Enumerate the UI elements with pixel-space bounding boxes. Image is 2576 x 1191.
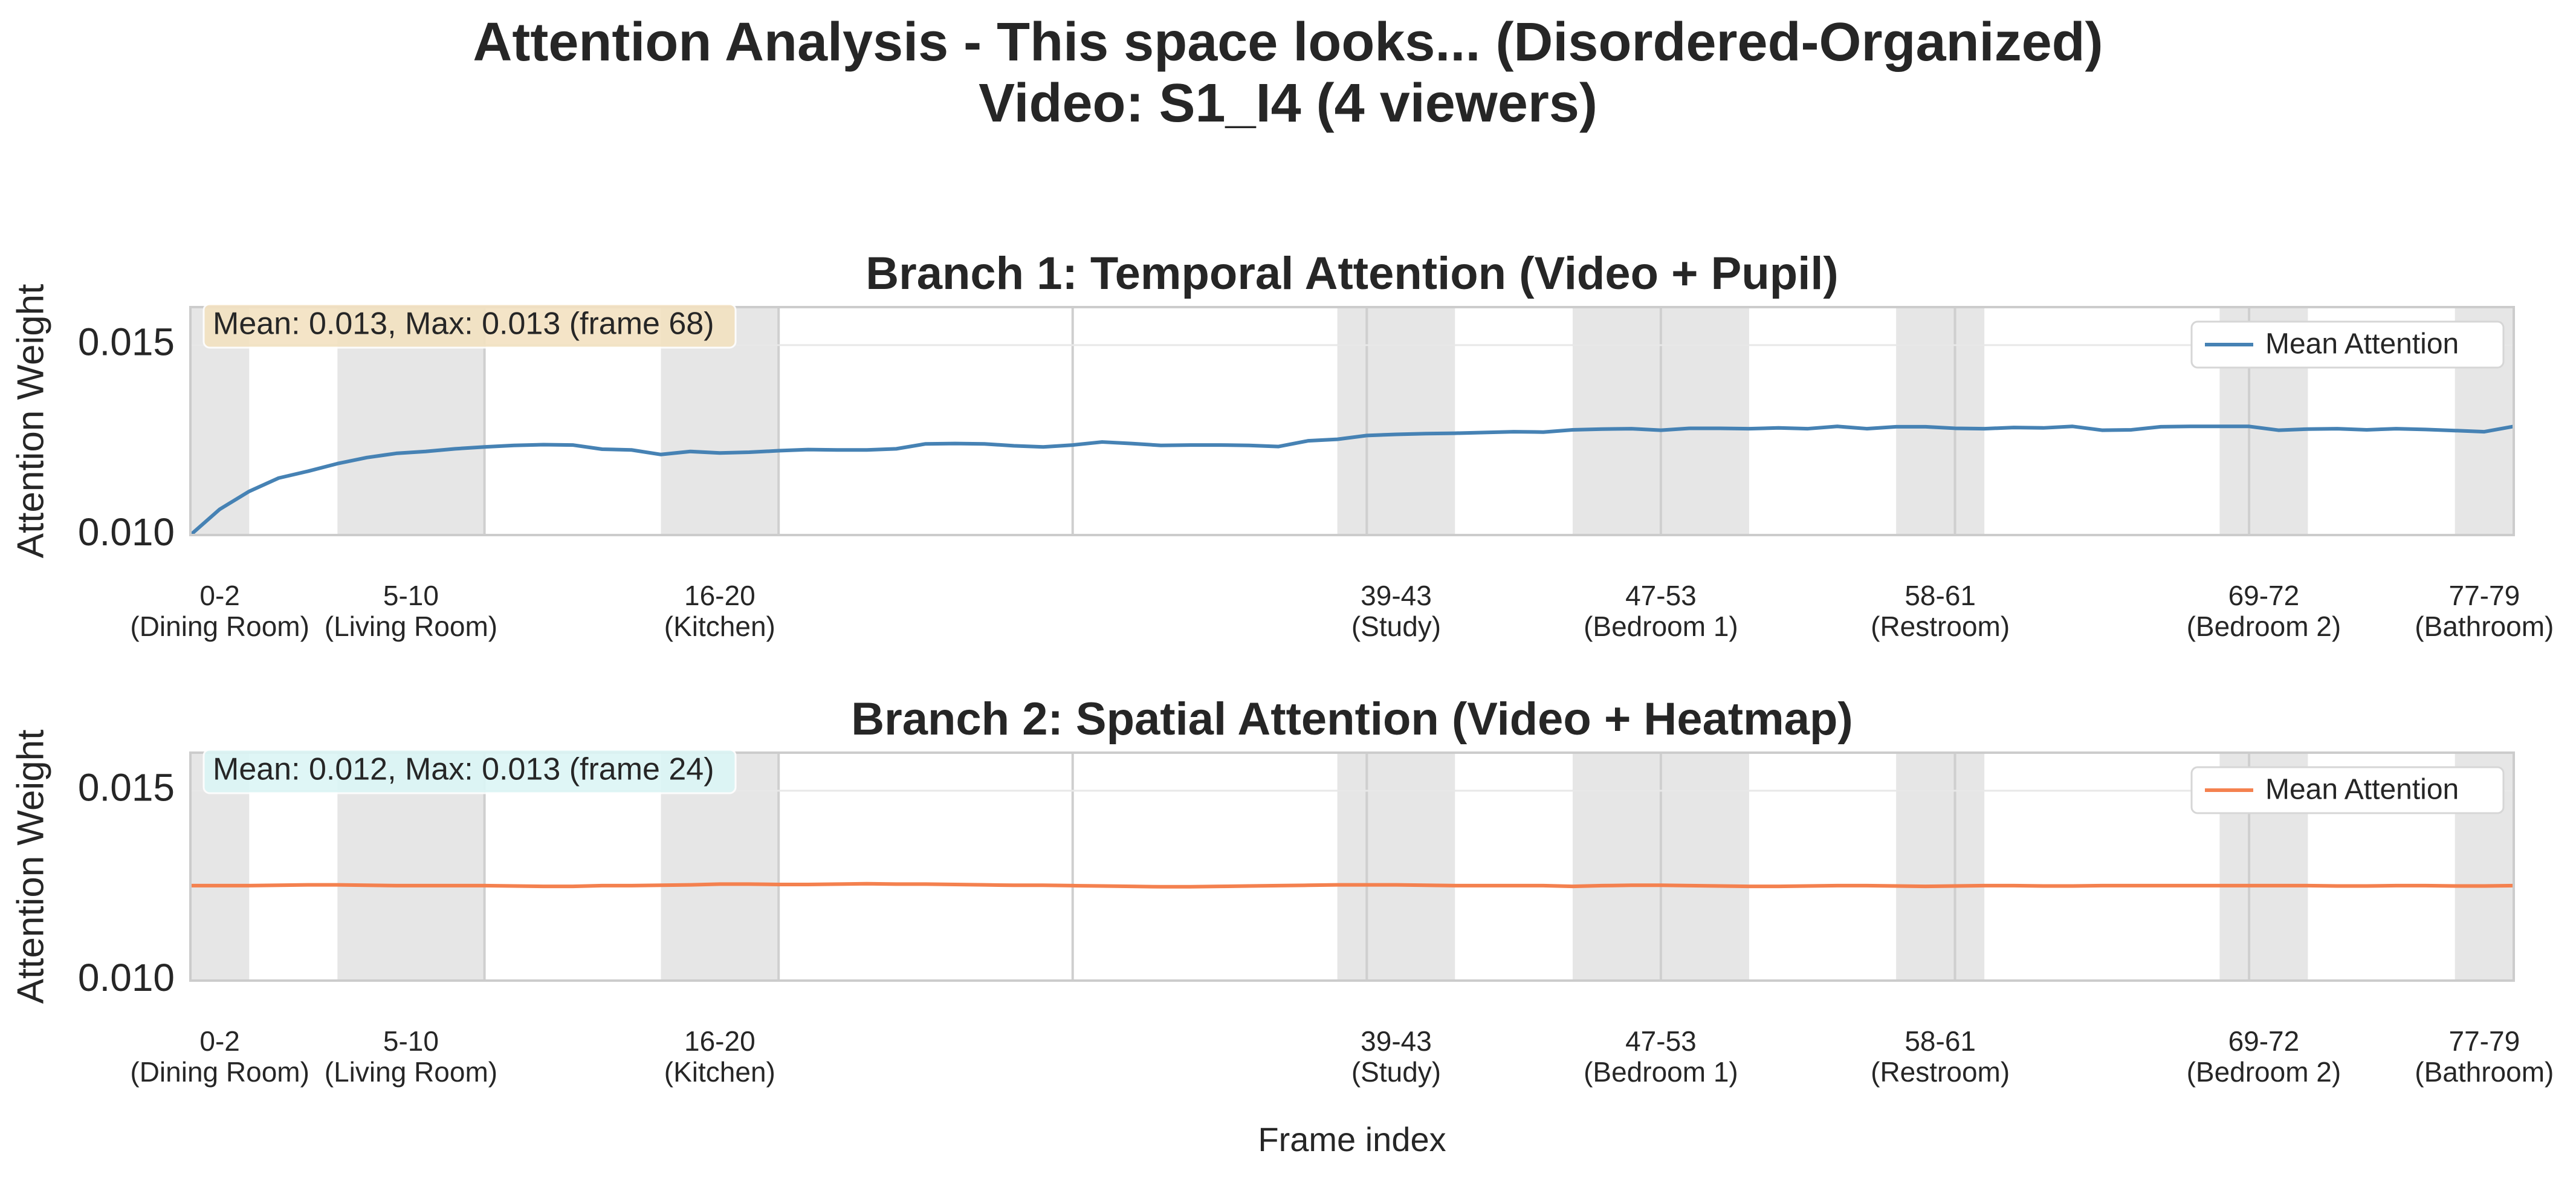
room-region bbox=[1896, 753, 1985, 981]
x-tick-label: 47-53 bbox=[1625, 1025, 1697, 1057]
y-tick-label: 0.010 bbox=[78, 956, 175, 999]
data-line bbox=[190, 881, 2514, 889]
x-tick-label: (Restroom) bbox=[1871, 611, 2010, 642]
x-tick-label: 5-10 bbox=[383, 1025, 439, 1057]
x-tick-label: (Restroom) bbox=[1871, 1056, 2010, 1088]
y-tick-label: 0.015 bbox=[78, 766, 175, 810]
x-tick-label: 77-79 bbox=[2449, 1025, 2520, 1057]
x-tick-label: 16-20 bbox=[684, 580, 756, 611]
legend-label: Mean Attention bbox=[2265, 328, 2459, 360]
x-tick-label: (Kitchen) bbox=[664, 611, 775, 642]
legend-box bbox=[2190, 320, 2505, 369]
subplot-title: Branch 2: Spatial Attention (Video + Hea… bbox=[851, 693, 1853, 745]
annotation-box bbox=[202, 303, 737, 349]
x-tick-label: 69-72 bbox=[2228, 1025, 2300, 1057]
x-tick-label: (Living Room) bbox=[325, 611, 497, 642]
x-tick-label: (Dining Room) bbox=[130, 611, 309, 642]
x-tick-label: (Bathroom) bbox=[2415, 611, 2554, 642]
x-tick-label: 58-61 bbox=[1904, 580, 1976, 611]
data-line bbox=[189, 424, 2514, 537]
x-tick-label: 0-2 bbox=[199, 1025, 239, 1057]
x-tick-label: (Bedroom 1) bbox=[1584, 1056, 1738, 1088]
legend-box bbox=[2190, 766, 2505, 814]
legend-label: Mean Attention bbox=[2265, 774, 2459, 806]
annotation: Mean: 0.013, Max: 0.013 (frame 68) bbox=[213, 307, 714, 342]
x-tick-label: 77-79 bbox=[2449, 580, 2520, 611]
figure-title: Attention Analysis - This space looks...… bbox=[473, 12, 2103, 73]
x-tick-label: 16-20 bbox=[684, 1025, 756, 1057]
x-tick-label: 39-43 bbox=[1361, 580, 1432, 611]
x-tick-label: 69-72 bbox=[2228, 580, 2300, 611]
x-tick-label: 5-10 bbox=[383, 580, 439, 611]
y-tick-label: 0.010 bbox=[78, 510, 175, 554]
x-axis-label: Frame index bbox=[1258, 1120, 1446, 1158]
y-axis-label: Attention Weight bbox=[10, 730, 51, 1004]
annotation: Mean: 0.012, Max: 0.013 (frame 24) bbox=[213, 752, 714, 787]
x-tick-label: 47-53 bbox=[1625, 580, 1697, 611]
room-region bbox=[1337, 753, 1455, 981]
x-tick-label: (Living Room) bbox=[325, 1056, 497, 1088]
x-tick-label: (Kitchen) bbox=[664, 1056, 775, 1088]
x-tick-label: (Bathroom) bbox=[2415, 1056, 2554, 1088]
room-region bbox=[1896, 307, 1985, 535]
figure-subtitle: Video: S1_I4 (4 viewers) bbox=[979, 73, 1597, 134]
x-tick-label: (Study) bbox=[1351, 1056, 1441, 1088]
x-tick-label: (Bedroom 2) bbox=[2187, 1056, 2341, 1088]
plot-frame bbox=[189, 306, 2515, 536]
x-tick-label: (Bedroom 1) bbox=[1584, 611, 1738, 642]
subplot-title: Branch 1: Temporal Attention (Video + Pu… bbox=[866, 248, 1839, 299]
room-region bbox=[1337, 307, 1455, 535]
x-tick-label: 39-43 bbox=[1361, 1025, 1432, 1057]
y-tick-label: 0.015 bbox=[78, 320, 175, 364]
x-tick-label: (Bedroom 2) bbox=[2187, 611, 2341, 642]
x-tick-label: (Dining Room) bbox=[130, 1056, 309, 1088]
x-tick-label: 58-61 bbox=[1904, 1025, 1976, 1057]
plot-frame bbox=[189, 751, 2515, 982]
annotation-box bbox=[202, 748, 737, 794]
y-axis-label: Attention Weight bbox=[10, 284, 51, 559]
x-tick-label: 0-2 bbox=[199, 580, 239, 611]
x-tick-label: (Study) bbox=[1351, 611, 1441, 642]
